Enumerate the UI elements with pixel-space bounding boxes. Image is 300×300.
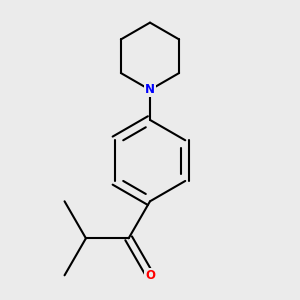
- Text: O: O: [145, 269, 155, 282]
- Text: N: N: [145, 83, 155, 96]
